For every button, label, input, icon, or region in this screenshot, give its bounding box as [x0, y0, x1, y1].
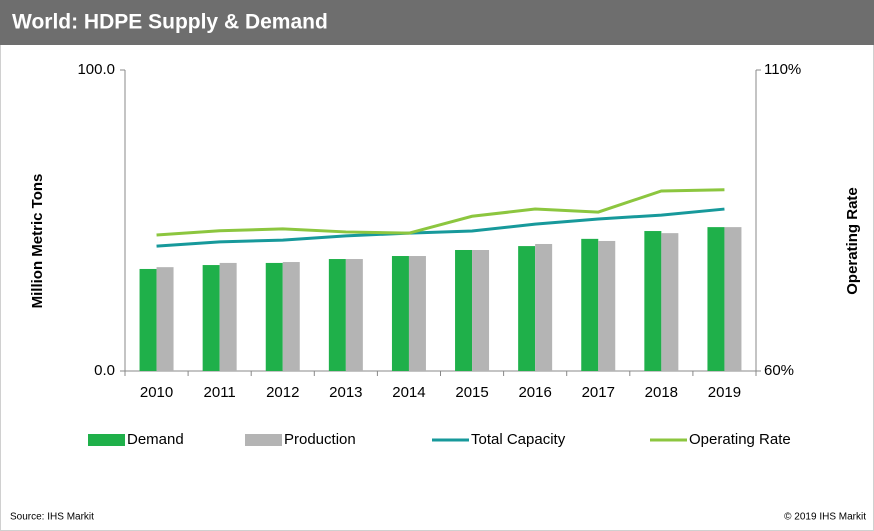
legend-label: Operating Rate: [689, 431, 791, 448]
bar: [472, 249, 490, 371]
x-tick-label: 2015: [455, 384, 488, 401]
bar: [265, 262, 283, 371]
x-tick-label: 2017: [582, 384, 615, 401]
x-tick-label: 2012: [266, 384, 299, 401]
y2-tick-label: 60%: [764, 362, 794, 379]
bar: [581, 238, 599, 371]
y2-axis-label: Operating Rate: [844, 187, 861, 295]
legend-label: Production: [284, 431, 356, 448]
bar: [282, 262, 300, 371]
y-tick-label: 100.0: [77, 61, 115, 78]
bar: [724, 227, 742, 371]
copyright: © 2019 IHS Markit: [784, 512, 866, 523]
bar: [644, 231, 662, 371]
chart-title: World: HDPE Supply & Demand: [12, 11, 328, 34]
legend-swatch: [88, 434, 125, 446]
title-bar: [0, 0, 874, 45]
y2-tick-label: 110%: [764, 61, 801, 78]
line-series: [156, 207, 725, 248]
y-axis-label: Million Metric Tons: [29, 174, 46, 309]
x-tick-label: 2014: [392, 384, 425, 401]
bar: [661, 233, 679, 371]
legend-swatch: [245, 434, 282, 446]
bar: [328, 259, 346, 371]
x-tick-label: 2019: [708, 384, 741, 401]
bar: [139, 268, 157, 371]
x-tick-label: 2010: [140, 384, 173, 401]
x-tick-label: 2018: [645, 384, 678, 401]
bar: [598, 240, 616, 371]
legend-label: Demand: [127, 431, 184, 448]
bar: [219, 262, 237, 371]
y-tick-label: 0.0: [94, 362, 115, 379]
legend-label: Total Capacity: [471, 431, 566, 448]
x-tick-label: 2013: [329, 384, 362, 401]
line-series: [156, 188, 725, 237]
x-tick-label: 2011: [204, 384, 236, 401]
bar: [518, 246, 536, 371]
bar: [202, 265, 220, 371]
bar: [345, 259, 363, 371]
bar: [156, 267, 174, 371]
bar: [455, 249, 473, 371]
bar: [391, 256, 409, 371]
bar: [535, 243, 553, 371]
bar: [408, 256, 426, 371]
bar: [707, 227, 725, 371]
source: Source: IHS Markit: [10, 512, 94, 523]
x-tick-label: 2016: [518, 384, 551, 401]
